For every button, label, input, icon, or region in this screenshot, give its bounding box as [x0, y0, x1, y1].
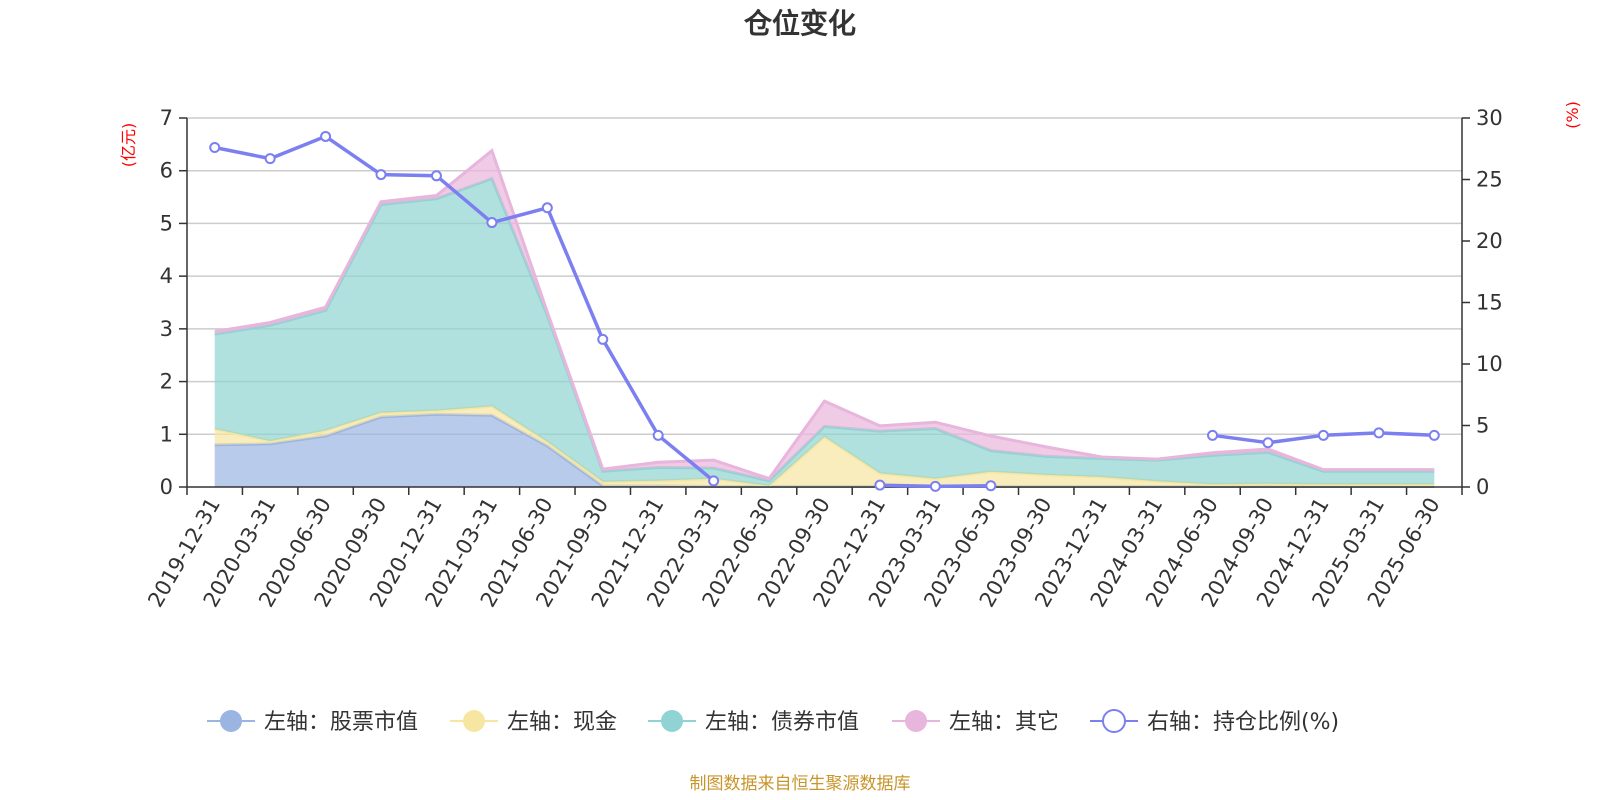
right-axis-tick-label: 15	[1476, 291, 1503, 315]
area-cash	[214, 406, 1435, 487]
legend: 左轴：股票市值 左轴：现金 左轴：债券市值 左轴：其它 右轴：持仓比例(%)	[207, 709, 1339, 735]
ratio-point	[985, 480, 997, 492]
left-axis-tick-label: 5	[160, 211, 173, 235]
ratio-point	[1317, 429, 1329, 441]
ratio-point	[874, 479, 886, 491]
ratio-point	[1428, 429, 1440, 441]
area-edge-other	[214, 148, 1435, 481]
ratio-point	[541, 202, 553, 214]
area-bond	[214, 178, 1435, 486]
area-stock	[214, 414, 1435, 487]
legend-marker	[1102, 709, 1126, 733]
legend-label: 左轴：债券市值	[705, 710, 859, 735]
ratio-point	[209, 142, 221, 154]
left-axis-tick-label: 4	[160, 264, 173, 288]
left-axis-tick-label: 0	[160, 475, 173, 499]
chart-title: 仓位变化	[744, 7, 856, 40]
stacked-areas	[214, 148, 1435, 488]
left-axis-unit: (亿元)	[119, 123, 138, 168]
right-axis-tick-label: 25	[1476, 168, 1503, 192]
data-source-note: 制图数据来自恒生聚源数据库	[690, 774, 911, 794]
right-axis-tick-label: 0	[1476, 475, 1489, 499]
left-axis-tick-label: 1	[160, 422, 173, 446]
legend-label: 左轴：其它	[949, 710, 1059, 735]
ratio-point	[1207, 429, 1219, 441]
ratio-point	[929, 480, 941, 492]
legend-marker	[463, 710, 485, 732]
right-axis-tick-label: 20	[1476, 229, 1503, 253]
ratio-point	[430, 170, 442, 182]
ratio-point	[320, 130, 332, 142]
ratio-point	[1373, 427, 1385, 439]
ratio-line	[209, 130, 1440, 492]
right-axis-tick-label: 30	[1476, 106, 1503, 130]
left-axis-tick-label: 3	[160, 317, 173, 341]
ratio-point	[1262, 437, 1274, 449]
right-axis-unit: (%)	[1563, 101, 1582, 129]
legend-marker	[220, 710, 242, 732]
ratio-point	[486, 217, 498, 229]
left-axis-tick-label: 6	[160, 159, 173, 183]
right-axis-tick-label: 10	[1476, 352, 1503, 376]
legend-label: 左轴：股票市值	[264, 710, 418, 735]
legend-marker	[905, 710, 927, 732]
right-axis-tick-label: 5	[1476, 414, 1489, 438]
left-axis-tick-label: 7	[160, 106, 173, 130]
left-axis-tick-label: 2	[160, 370, 173, 394]
legend-marker	[661, 710, 683, 732]
ratio-point	[597, 333, 609, 345]
legend-label: 右轴：持仓比例(%)	[1147, 710, 1339, 735]
ratio-point	[708, 475, 720, 487]
ratio-point	[375, 169, 387, 181]
ratio-point	[652, 429, 664, 441]
legend-label: 左轴：现金	[507, 710, 617, 735]
ratio-point	[264, 153, 276, 165]
